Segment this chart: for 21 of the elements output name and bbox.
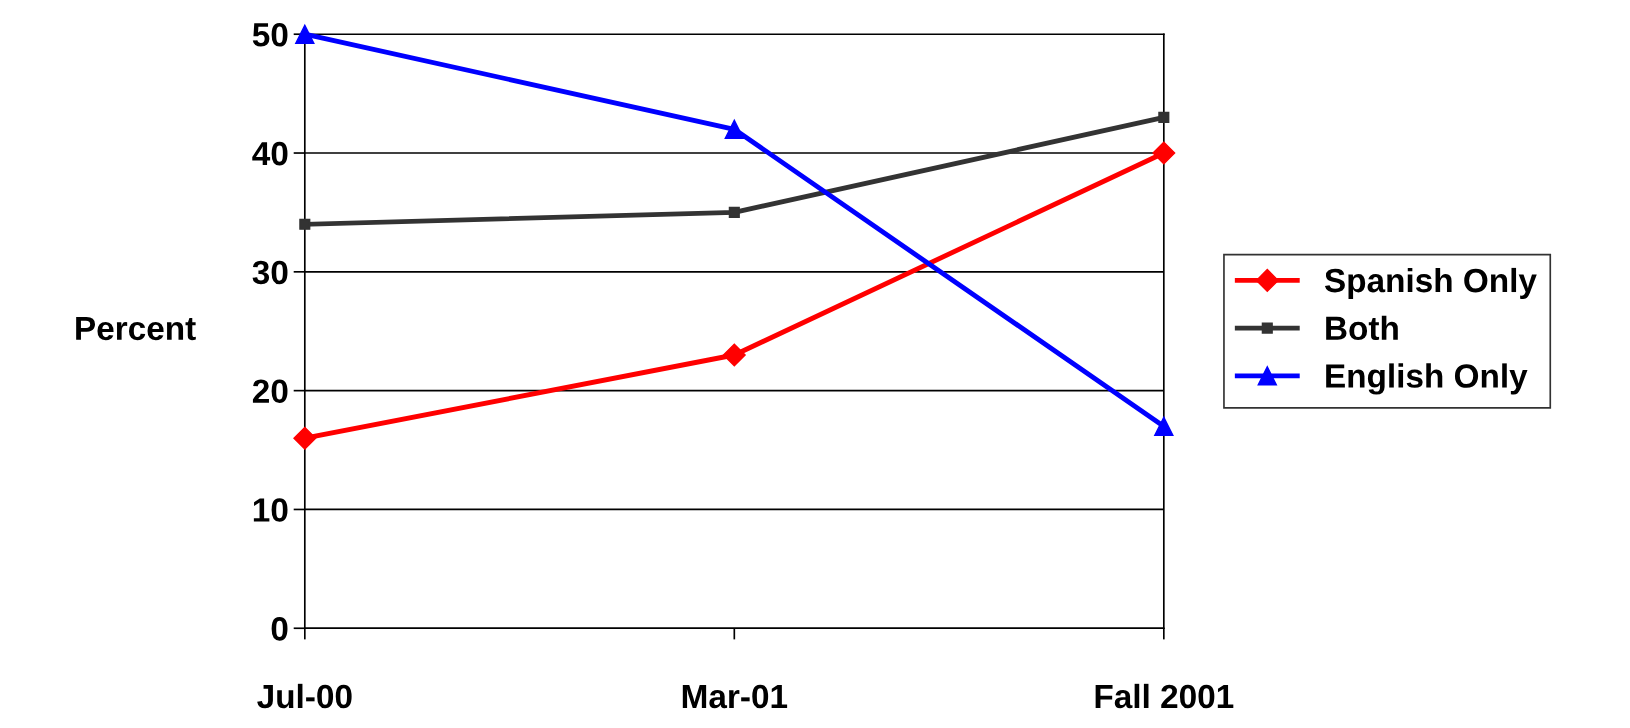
point [1154,416,1174,437]
legend-label: Both [1326,315,1398,341]
legend-label: Spanish Only [1324,267,1537,299]
x-tick-label: Fall 2001 [1095,683,1234,709]
y-tick-label: 0 [271,617,288,641]
point [722,343,746,367]
x-tick-label: Mar-01 [682,684,788,709]
legend-label: English Only [1326,363,1528,395]
point [1158,111,1170,123]
y-axis-title: Percent [76,316,196,341]
y-tick-label: 30 [252,260,288,285]
y-tick-label: 50 [252,23,288,47]
point [728,206,740,218]
point [299,218,311,230]
point [293,426,317,450]
y-tick-label: 10 [253,498,288,522]
y-tick-label: 20 [252,379,288,404]
point [724,119,745,139]
point [1152,141,1176,165]
x-tick-label: Jul-00 [257,683,352,709]
y-tick-label: 40 [252,141,288,166]
